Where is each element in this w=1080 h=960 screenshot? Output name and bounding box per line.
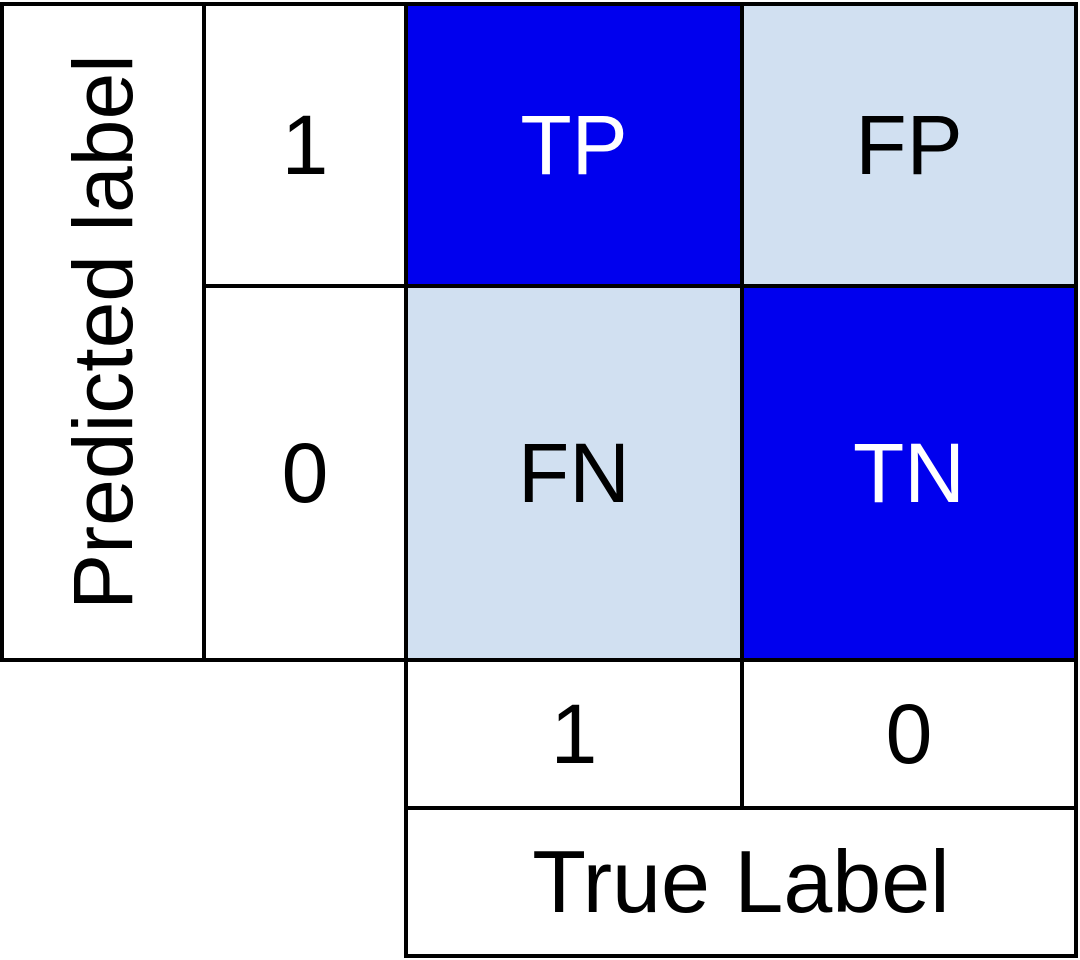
cell-false-positive: FP	[740, 2, 1078, 288]
cell-false-negative: FN	[404, 284, 744, 662]
y-axis-title-cell: Predicted label	[0, 2, 206, 662]
col-label-1: 1	[404, 658, 744, 810]
cell-true-negative: TN	[740, 284, 1078, 662]
col-label-0: 0	[740, 658, 1078, 810]
row-label-0: 0	[202, 284, 408, 662]
cell-true-positive: TP	[404, 2, 744, 288]
row-label-1: 1	[202, 2, 408, 288]
x-axis-title: True Label	[404, 806, 1078, 958]
y-axis-title: Predicted label	[56, 54, 150, 610]
